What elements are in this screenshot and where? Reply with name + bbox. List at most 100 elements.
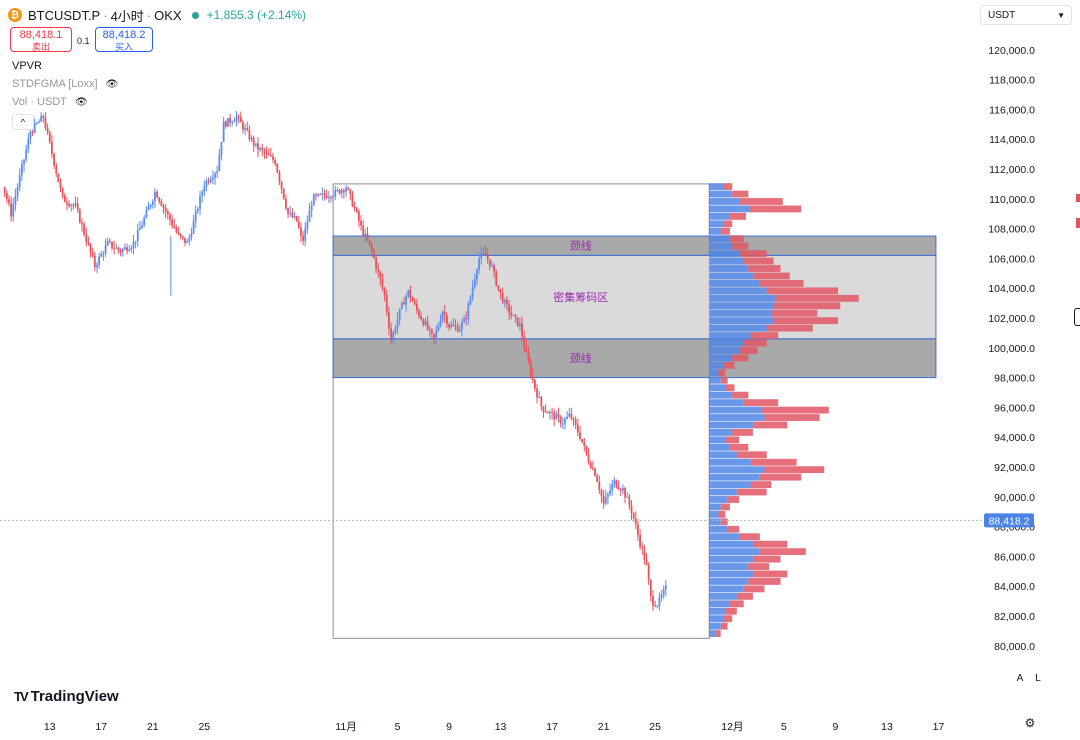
candle-body[interactable] bbox=[33, 123, 36, 133]
candle-body[interactable] bbox=[604, 497, 607, 504]
candle-body[interactable] bbox=[237, 116, 240, 118]
candle-body[interactable] bbox=[218, 154, 221, 171]
candle-body[interactable] bbox=[98, 256, 101, 265]
candle-body[interactable] bbox=[493, 265, 496, 272]
candle-body[interactable] bbox=[278, 172, 281, 182]
candle-body[interactable] bbox=[216, 170, 219, 174]
candle-body[interactable] bbox=[31, 132, 34, 134]
candle-body[interactable] bbox=[289, 212, 292, 214]
candle-body[interactable] bbox=[454, 325, 457, 327]
candle-body[interactable] bbox=[128, 249, 131, 251]
candle-body[interactable] bbox=[282, 188, 285, 199]
candle-body[interactable] bbox=[469, 296, 472, 304]
candle-body[interactable] bbox=[252, 137, 255, 146]
candle-body[interactable] bbox=[403, 302, 405, 305]
candle-body[interactable] bbox=[409, 290, 412, 299]
candle-body[interactable] bbox=[375, 257, 377, 269]
candle-body[interactable] bbox=[156, 192, 158, 198]
symbol-name[interactable]: BTCUSDT.P bbox=[28, 7, 101, 23]
candle-body[interactable] bbox=[96, 264, 98, 268]
candle-body[interactable] bbox=[91, 251, 94, 256]
candle-body[interactable] bbox=[478, 258, 480, 270]
candle-body[interactable] bbox=[596, 475, 599, 482]
candle-body[interactable] bbox=[179, 233, 182, 237]
candle-body[interactable] bbox=[521, 323, 523, 337]
candle-body[interactable] bbox=[242, 122, 244, 130]
candle-body[interactable] bbox=[184, 237, 186, 243]
candle-body[interactable] bbox=[645, 559, 648, 565]
candle-body[interactable] bbox=[121, 249, 124, 253]
candle-body[interactable] bbox=[407, 290, 410, 296]
candle-body[interactable] bbox=[570, 413, 573, 419]
candle-body[interactable] bbox=[280, 181, 283, 189]
candle-body[interactable] bbox=[248, 129, 251, 140]
candle-body[interactable] bbox=[465, 317, 468, 319]
candle-body[interactable] bbox=[503, 300, 506, 303]
candle-body[interactable] bbox=[35, 122, 38, 124]
candle-body[interactable] bbox=[323, 193, 326, 196]
candle-body[interactable] bbox=[424, 321, 427, 325]
candle-body[interactable] bbox=[325, 195, 328, 198]
candle-body[interactable] bbox=[145, 210, 148, 218]
candle-body[interactable] bbox=[566, 416, 569, 419]
candle-body[interactable] bbox=[340, 190, 343, 194]
candle-body[interactable] bbox=[400, 302, 403, 309]
candle-body[interactable] bbox=[38, 121, 40, 123]
candle-body[interactable] bbox=[501, 292, 504, 303]
candle-body[interactable] bbox=[619, 489, 622, 491]
candle-body[interactable] bbox=[334, 189, 337, 197]
candle-body[interactable] bbox=[383, 288, 386, 296]
candle-body[interactable] bbox=[527, 352, 530, 362]
candle-body[interactable] bbox=[229, 118, 231, 123]
candle-body[interactable] bbox=[113, 247, 116, 249]
side-panel-handle[interactable] bbox=[1074, 308, 1080, 326]
candle-body[interactable] bbox=[162, 205, 165, 208]
candle-body[interactable] bbox=[643, 548, 646, 560]
candle-body[interactable] bbox=[269, 155, 272, 157]
candle-body[interactable] bbox=[3, 187, 6, 193]
candle-body[interactable] bbox=[461, 322, 463, 330]
candle-body[interactable] bbox=[143, 217, 146, 226]
candle-body[interactable] bbox=[463, 317, 465, 323]
symbol-header[interactable]: ₿ BTCUSDT.P · 4小时 · OKX +1,855.3 (+2.14%… bbox=[8, 6, 306, 24]
candle-body[interactable] bbox=[141, 225, 143, 229]
candle-body[interactable] bbox=[66, 202, 68, 205]
candle-body[interactable] bbox=[196, 208, 199, 211]
candle-body[interactable] bbox=[546, 412, 549, 414]
candle-body[interactable] bbox=[628, 496, 631, 506]
candle-body[interactable] bbox=[70, 204, 73, 207]
candle-body[interactable] bbox=[212, 177, 214, 180]
candle-body[interactable] bbox=[59, 181, 62, 188]
candle-body[interactable] bbox=[312, 194, 315, 206]
candle-body[interactable] bbox=[199, 196, 201, 209]
candle-body[interactable] bbox=[261, 148, 264, 151]
candle-body[interactable] bbox=[12, 204, 15, 217]
candle-body[interactable] bbox=[126, 247, 128, 251]
candle-body[interactable] bbox=[405, 295, 408, 305]
candle-body[interactable] bbox=[426, 321, 429, 329]
candle-body[interactable] bbox=[632, 512, 635, 519]
currency-select[interactable]: USDT ▼ bbox=[980, 5, 1072, 25]
tradingview-logo[interactable]: TV TradingView bbox=[14, 688, 119, 705]
candle-body[interactable] bbox=[480, 253, 483, 259]
candle-body[interactable] bbox=[5, 192, 8, 200]
candle-body[interactable] bbox=[441, 311, 444, 321]
candle-body[interactable] bbox=[473, 278, 476, 287]
candle-body[interactable] bbox=[499, 289, 502, 293]
candle-body[interactable] bbox=[557, 414, 560, 417]
candle-body[interactable] bbox=[381, 279, 384, 289]
candle-body[interactable] bbox=[244, 128, 247, 130]
candle-body[interactable] bbox=[297, 220, 300, 228]
candle-body[interactable] bbox=[445, 315, 448, 325]
candle-body[interactable] bbox=[192, 220, 195, 234]
candle-body[interactable] bbox=[164, 207, 167, 212]
candle-body[interactable] bbox=[61, 187, 64, 196]
candle-body[interactable] bbox=[267, 153, 270, 156]
candle-body[interactable] bbox=[272, 156, 274, 161]
candle-body[interactable] bbox=[315, 194, 317, 196]
candle-body[interactable] bbox=[158, 197, 161, 202]
candle-body[interactable] bbox=[310, 205, 313, 211]
candle-body[interactable] bbox=[422, 319, 425, 325]
candle-body[interactable] bbox=[85, 234, 88, 242]
